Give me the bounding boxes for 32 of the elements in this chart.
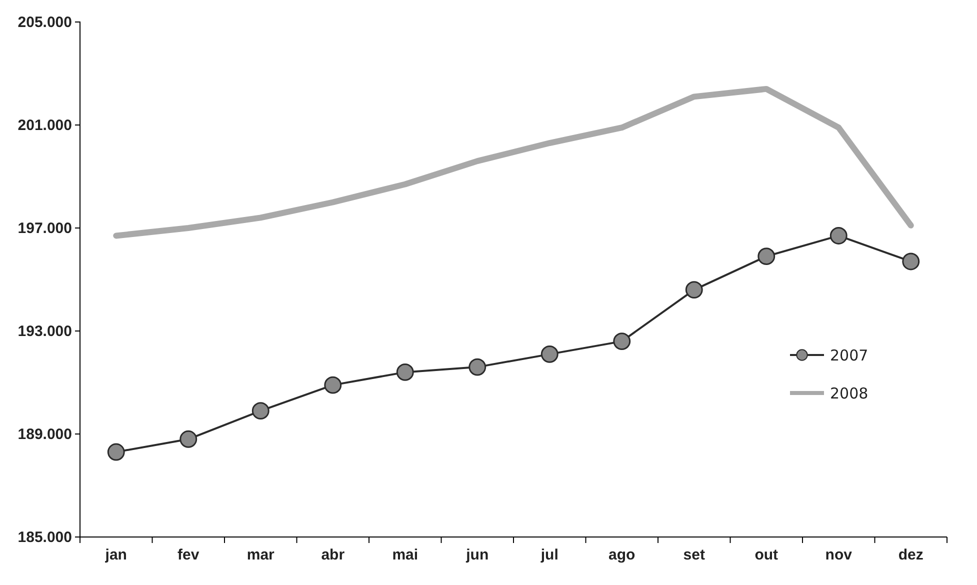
y-tick-label: 193.000 xyxy=(18,322,72,340)
point xyxy=(540,345,558,363)
legend-label: 2008 xyxy=(830,384,868,402)
y-tick-label: 205.000 xyxy=(18,14,72,31)
point xyxy=(252,402,270,420)
x-tick-label: nov xyxy=(825,546,853,564)
x-tick-label: jun xyxy=(465,546,489,564)
y-tick-label: 201.000 xyxy=(18,116,72,134)
x-tick-label: mai xyxy=(392,546,418,564)
point xyxy=(613,332,631,350)
point xyxy=(396,363,414,381)
x-tick-label: fev xyxy=(178,546,200,564)
legend-label: 2007 xyxy=(830,346,868,364)
point xyxy=(180,430,198,448)
x-tick-label: jul xyxy=(540,546,558,564)
x-tick-label: out xyxy=(754,546,778,564)
x-tick-label: dez xyxy=(898,546,924,564)
point xyxy=(685,281,703,299)
point xyxy=(468,358,486,376)
x-tick-label: jan xyxy=(104,546,127,564)
point xyxy=(758,248,776,266)
point xyxy=(830,227,848,244)
y-tick-label: 185.000 xyxy=(18,528,72,546)
x-tick-label: mar xyxy=(246,546,275,564)
y-tick-label: 189.000 xyxy=(18,426,72,443)
point xyxy=(324,376,342,394)
x-tick-label: abr xyxy=(321,546,345,564)
x-tick-label: ago xyxy=(608,546,636,564)
point xyxy=(107,443,125,461)
x-tick-label: set xyxy=(683,546,705,564)
y-tick-label: 197.000 xyxy=(18,220,72,237)
point xyxy=(902,252,920,270)
